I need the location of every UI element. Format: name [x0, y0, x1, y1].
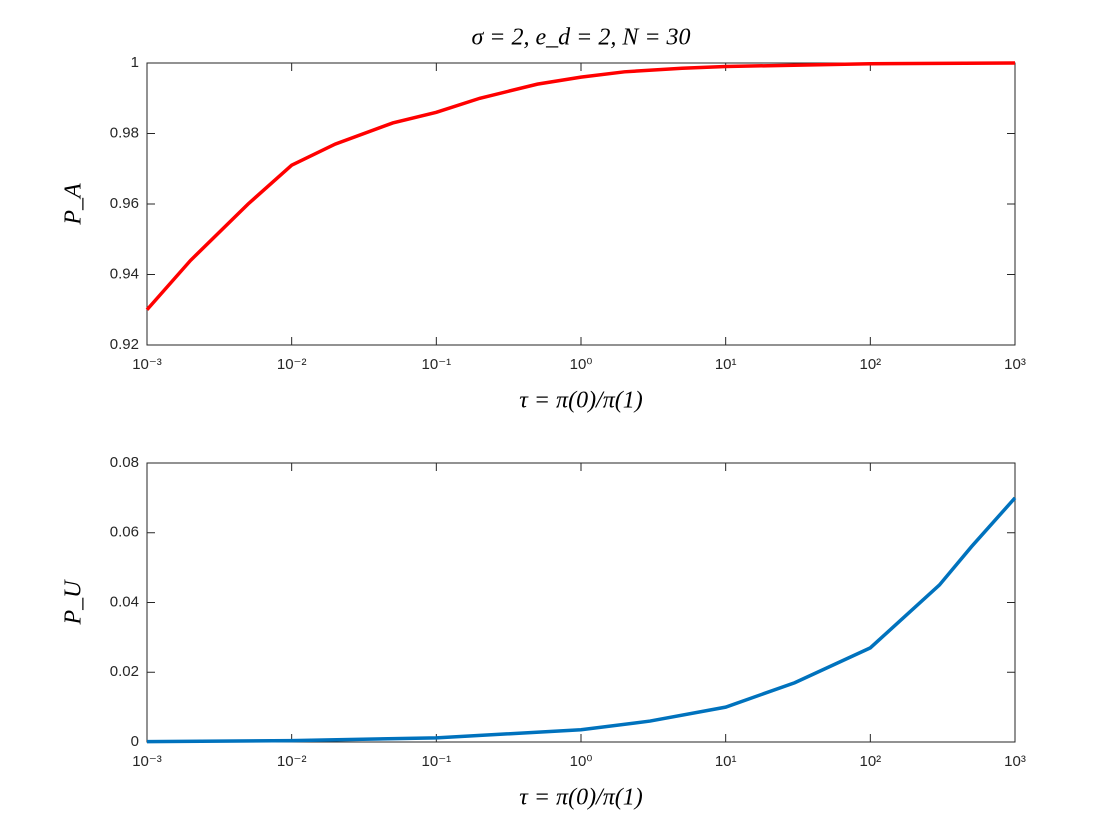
y-axis-label: P_A	[61, 183, 87, 226]
x-tick-label: 10⁻³	[132, 753, 162, 770]
x-tick-label: 10¹	[715, 356, 737, 373]
y-tick-label: 0.04	[110, 593, 139, 610]
x-tick-label: 10⁻²	[277, 753, 307, 770]
chart-title: σ = 2, e_d = 2, N = 30	[471, 25, 690, 51]
data-line	[146, 496, 1017, 744]
y-tick-label: 0.06	[110, 524, 139, 541]
y-tick-label: 0.98	[110, 124, 139, 141]
x-tick-label: 10⁰	[570, 753, 593, 770]
y-axis-label: P_U	[61, 579, 87, 626]
x-tick-label: 10¹	[715, 753, 737, 770]
plot-area	[146, 462, 1016, 743]
x-tick-label: 10⁻³	[132, 356, 162, 373]
x-tick-label: 10²	[859, 356, 881, 373]
x-tick-label: 10⁻¹	[422, 356, 452, 373]
x-axis-label: τ = π(0)/π(1)	[519, 388, 642, 414]
y-tick-label: 0.96	[110, 195, 139, 212]
x-tick-label: 10³	[1004, 753, 1026, 770]
x-tick-label: 10⁰	[570, 356, 593, 373]
x-tick-label: 10²	[859, 753, 881, 770]
y-tick-label: 0.94	[110, 265, 139, 282]
y-tick-label: 1	[131, 54, 139, 71]
x-tick-label: 10⁻²	[277, 356, 307, 373]
y-tick-label: 0	[131, 733, 139, 750]
x-tick-label: 10⁻¹	[422, 753, 452, 770]
data-line	[145, 61, 1016, 311]
y-tick-label: 0.92	[110, 336, 139, 353]
x-axis-label: τ = π(0)/π(1)	[519, 785, 642, 811]
x-tick-label: 10³	[1004, 356, 1026, 373]
y-tick-label: 0.02	[110, 663, 139, 680]
y-tick-label: 0.08	[110, 454, 139, 471]
plot-area	[146, 62, 1016, 346]
